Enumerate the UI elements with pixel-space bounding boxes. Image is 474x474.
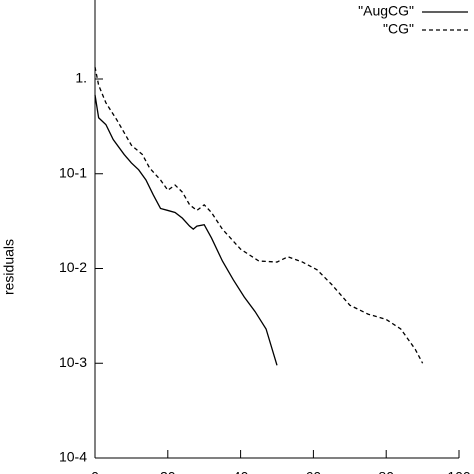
series-line	[94, 94, 278, 366]
y-tick-label: 10-1	[59, 164, 87, 180]
x-tick-label: 0	[91, 469, 99, 474]
x-tick-label: 40	[233, 469, 249, 474]
y-axis-label: residuals	[1, 239, 17, 295]
x-tick-label: 100	[447, 469, 471, 474]
x-tick-label: 20	[160, 469, 176, 474]
y-tick-label: 10-3	[59, 354, 87, 370]
y-tick-label: 10-4	[59, 449, 87, 465]
x-tick-label: 60	[306, 469, 322, 474]
y-tick-label: 1.	[75, 70, 87, 86]
legend-label: "AugCG"	[358, 3, 414, 19]
x-tick-label: 80	[378, 469, 394, 474]
y-tick-label: 10-2	[59, 259, 87, 275]
legend-label: "CG"	[383, 21, 414, 37]
series-line	[94, 66, 424, 364]
